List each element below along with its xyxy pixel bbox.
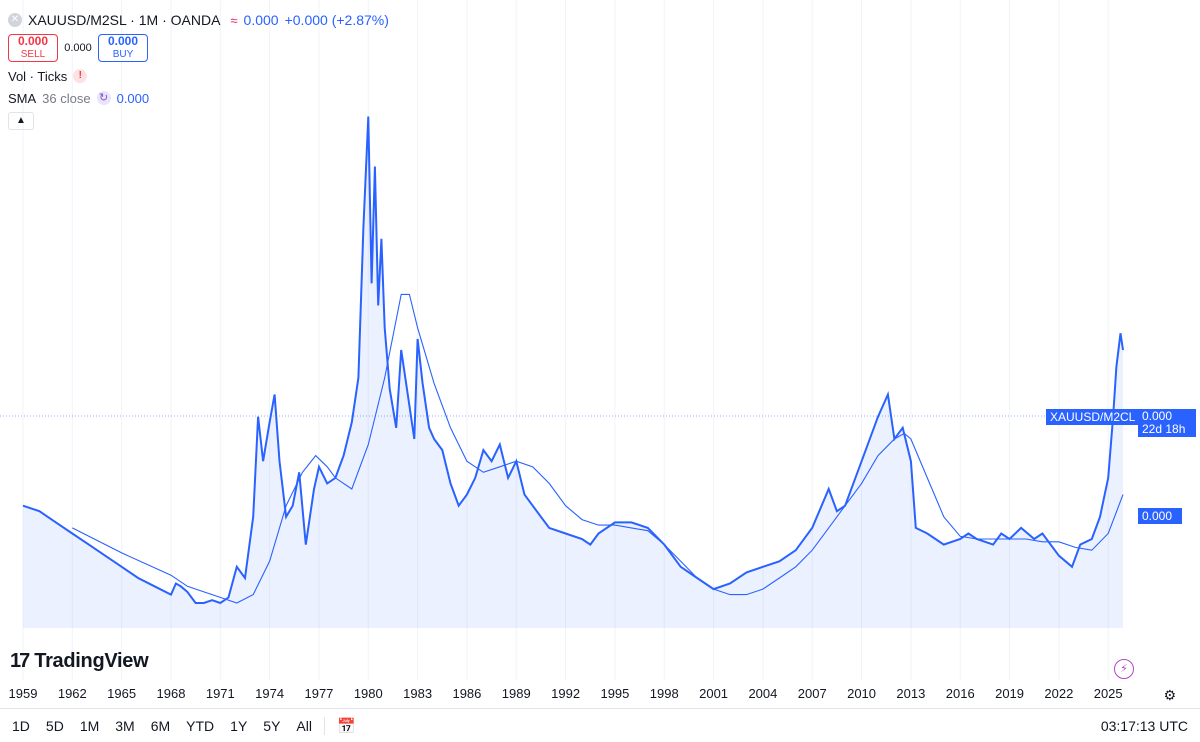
- symbol-title[interactable]: XAUUSD/M2SL · 1M · OANDA: [28, 12, 221, 28]
- x-tick-label: 1992: [551, 686, 581, 701]
- close-icon[interactable]: ✕: [8, 13, 22, 27]
- x-tick-label: 1986: [452, 686, 482, 701]
- x-tick-label: 2016: [945, 686, 975, 701]
- sync-icon[interactable]: ↻: [96, 91, 111, 105]
- buy-button[interactable]: 0.000 BUY: [98, 34, 148, 62]
- volume-indicator-label[interactable]: Vol · Ticks: [8, 68, 68, 84]
- range-5d[interactable]: 5D: [45, 717, 64, 734]
- x-tick-label: 1980: [353, 686, 383, 701]
- range-5y[interactable]: 5Y: [263, 717, 281, 734]
- buy-price: 0.000: [107, 34, 139, 48]
- x-tick-label: 1995: [600, 686, 630, 701]
- last-price-value: 0.000: [1142, 409, 1173, 423]
- wave-icon: ≈: [230, 12, 238, 28]
- sma-indicator-label[interactable]: SMA: [8, 90, 37, 106]
- sma-value: 0.000: [116, 90, 150, 106]
- gear-icon[interactable]: ⚙: [1163, 687, 1176, 703]
- lightning-icon[interactable]: ⚡: [1114, 659, 1134, 679]
- symbol-price-tag: XAUUSD/M2CL: [1046, 409, 1140, 425]
- price-line: [22, 116, 1124, 605]
- chart-legend: ✕ XAUUSD/M2SL · 1M · OANDA ≈ 0.000 +0.00…: [8, 10, 389, 130]
- sell-button[interactable]: 0.000 SELL: [8, 34, 58, 62]
- buy-label: BUY: [112, 49, 134, 60]
- x-tick-label: 2010: [847, 686, 877, 701]
- x-tick-label: 1962: [57, 686, 87, 701]
- range-1d[interactable]: 1D: [12, 717, 30, 734]
- last-price-tag: 0.000 22d 18h: [1138, 409, 1196, 437]
- range-1y[interactable]: 1Y: [230, 717, 248, 734]
- x-tick-label: 1959: [8, 686, 38, 701]
- range-6m[interactable]: 6M: [150, 717, 171, 734]
- x-tick-label: 2022: [1044, 686, 1074, 701]
- time-axis[interactable]: 1959 1962 1965 1968 1971 1974 1977 1980 1983 1986…: [0, 686, 1200, 702]
- tradingview-logo-icon: 17: [10, 650, 30, 672]
- spread-value: 0.000: [64, 42, 92, 54]
- x-tick-label: 2004: [748, 686, 778, 701]
- bar-countdown: 22d 18h: [1142, 422, 1186, 436]
- utc-clock[interactable]: 03:17:13 UTC: [1100, 717, 1188, 734]
- range-all[interactable]: All: [296, 717, 312, 734]
- tradingview-logo[interactable]: 17 TradingView: [10, 650, 149, 673]
- chart-grid: [22, 0, 1109, 680]
- sma-line: [72, 293, 1124, 604]
- range-1m[interactable]: 1M: [79, 717, 100, 734]
- legend-change: +0.000 (+2.87%): [284, 12, 389, 28]
- x-tick-label: 2025: [1093, 686, 1123, 701]
- x-tick-label: 2007: [797, 686, 827, 701]
- sell-price: 0.000: [17, 34, 49, 48]
- sell-label: SELL: [20, 49, 46, 60]
- x-tick-label: 2013: [896, 686, 926, 701]
- x-tick-label: 2001: [699, 686, 729, 701]
- collapse-legend-button[interactable]: ▲: [8, 112, 34, 130]
- toolbar-divider: [323, 716, 325, 735]
- x-tick-label: 1983: [403, 686, 433, 701]
- x-tick-label: 1977: [304, 686, 334, 701]
- range-3m[interactable]: 3M: [115, 717, 135, 734]
- range-ytd[interactable]: YTD: [186, 717, 215, 734]
- x-tick-label: 1971: [205, 686, 235, 701]
- x-tick-label: 1998: [649, 686, 679, 701]
- bottom-toolbar: 1D 5D 1M 3M 6M YTD 1Y 5Y All 📅 03:17:13 …: [0, 708, 1200, 742]
- x-tick-label: 1974: [255, 686, 285, 701]
- legend-value: 0.000: [243, 12, 279, 28]
- x-tick-label: 2019: [995, 686, 1025, 701]
- calendar-icon[interactable]: 📅: [336, 717, 356, 735]
- sma-params: 36 close: [42, 90, 91, 106]
- price-area-fill: [23, 116, 1123, 628]
- x-tick-label: 1989: [501, 686, 531, 701]
- alert-icon[interactable]: !: [73, 69, 88, 83]
- x-tick-label: 1968: [156, 686, 186, 701]
- sma-price-tag: 0.000: [1138, 508, 1182, 524]
- logo-text: TradingView: [34, 650, 149, 672]
- x-tick-label: 1965: [107, 686, 137, 701]
